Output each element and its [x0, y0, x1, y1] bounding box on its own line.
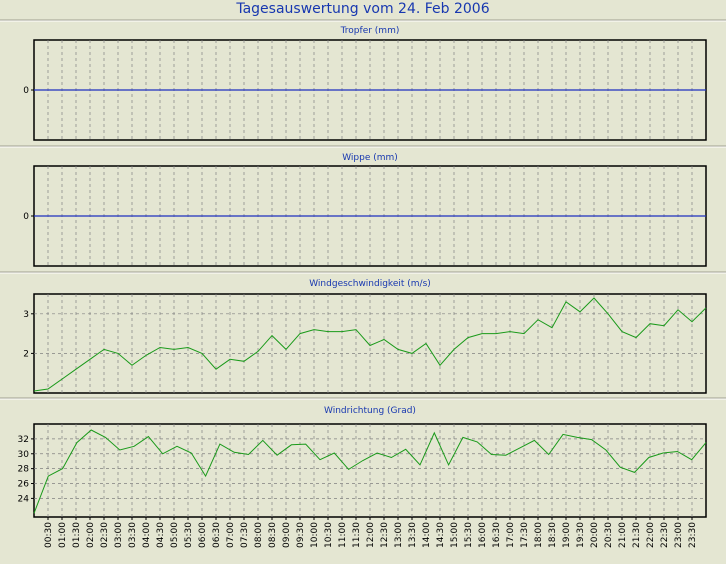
y-tick-label: 28: [18, 465, 30, 475]
x-tick-label: 15:30: [464, 522, 474, 548]
y-tick-label: 0: [23, 212, 29, 222]
x-tick-label: 00:30: [44, 522, 54, 548]
x-tick-label: 02:00: [86, 522, 96, 548]
x-tick-label: 06:00: [198, 522, 208, 548]
panel-title: Windgeschwindigkeit (m/s): [309, 279, 431, 289]
panel-title: Tropfer (mm): [340, 26, 400, 36]
x-tick-label: 16:30: [492, 522, 502, 548]
x-tick-label: 01:30: [72, 522, 82, 548]
y-tick-label: 3: [23, 310, 29, 320]
panel-1: Tropfer (mm) 0: [0, 19, 726, 141]
y-tick-label: 24: [18, 494, 30, 504]
x-tick-label: 14:30: [436, 522, 446, 548]
series-line: [33, 297, 707, 392]
x-tick-label: 10:00: [310, 522, 320, 548]
x-tick-label: 12:30: [380, 522, 390, 548]
panel-3: Windgeschwindigkeit (m/s) 2 3: [0, 271, 726, 394]
x-tick-label: 07:30: [240, 522, 250, 548]
x-tick-label: 21:30: [632, 522, 642, 548]
x-tick-label: 04:00: [142, 522, 152, 548]
x-tick-label: 06:30: [212, 522, 222, 548]
x-tick-label: 09:00: [282, 522, 292, 548]
page-title: Tagesauswertung vom 24. Feb 2006: [236, 1, 490, 17]
y-tick-label: 30: [18, 450, 30, 460]
x-tick-label: 09:30: [296, 522, 306, 548]
x-tick-label: 20:00: [590, 522, 600, 548]
x-tick-label: 17:00: [506, 522, 516, 548]
x-tick-label: 14:00: [422, 522, 432, 548]
panel-title: Wippe (mm): [342, 153, 398, 163]
x-tick-label: 08:00: [254, 522, 264, 548]
y-tick-label: 0: [23, 86, 29, 96]
panel-2: Wippe (mm) 0: [0, 145, 726, 267]
x-tick-label: 23:30: [688, 522, 698, 548]
x-tick-label: 22:00: [646, 522, 656, 548]
y-tick-label: 26: [18, 480, 30, 490]
y-tick-label: 2: [23, 349, 29, 359]
x-tick-label: 18:00: [534, 522, 544, 548]
x-tick-label: 04:30: [156, 522, 166, 548]
x-tick-label: 19:30: [576, 522, 586, 548]
x-tick-label: 10:30: [324, 522, 334, 548]
x-tick-label: 05:30: [184, 522, 194, 548]
x-tick-label: 03:30: [128, 522, 138, 548]
x-tick-label: 18:30: [548, 522, 558, 548]
x-tick-label: 03:00: [114, 522, 124, 548]
x-tick-label: 20:30: [604, 522, 614, 548]
x-tick-label: 05:00: [170, 522, 180, 548]
x-tick-label: 13:00: [394, 522, 404, 548]
x-tick-label: 13:30: [408, 522, 418, 548]
x-tick-label: 21:00: [618, 522, 628, 548]
series-line: [33, 429, 707, 514]
x-tick-label: 02:30: [100, 522, 110, 548]
panel-title: Windrichtung (Grad): [324, 406, 416, 416]
x-tick-label: 16:00: [478, 522, 488, 548]
x-tick-label: 19:00: [562, 522, 572, 548]
x-tick-label: 11:30: [352, 522, 362, 548]
panel-4: Windrichtung (Grad) 24 26 28 30 32: [0, 397, 726, 518]
x-tick-label: 01:00: [58, 522, 68, 548]
x-tick-label: 11:00: [338, 522, 348, 548]
x-tick-label: 07:00: [226, 522, 236, 548]
x-tick-label: 15:00: [450, 522, 460, 548]
x-tick-label: 23:00: [674, 522, 684, 548]
x-tick-label: 17:30: [520, 522, 530, 548]
x-tick-label: 08:30: [268, 522, 278, 548]
y-tick-label: 32: [18, 435, 29, 445]
x-tick-label: 22:30: [660, 522, 670, 548]
x-axis: 00:30 01:00 01:30 02:00 02:30 03:00 03:30 04:00…: [44, 517, 698, 548]
x-tick-label: 12:00: [366, 522, 376, 548]
